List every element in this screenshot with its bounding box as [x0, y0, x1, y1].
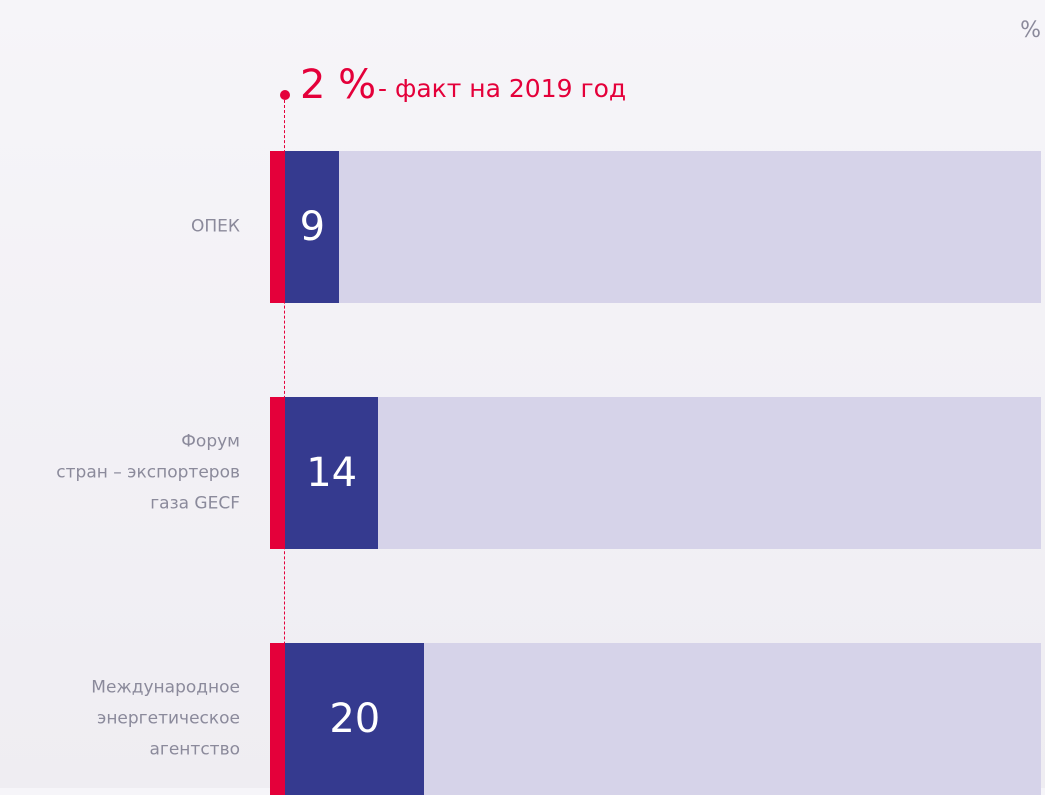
value-label: 20 — [329, 696, 381, 742]
bar-track — [270, 151, 1041, 303]
marker-dot — [280, 90, 291, 100]
marker-segment — [270, 151, 286, 303]
marker-label: 2 % — [300, 62, 377, 108]
bar — [270, 397, 378, 549]
marker-line — [284, 95, 286, 795]
category-label: Форум стран – экспортеров газа GECF — [56, 431, 240, 514]
category-label: ОПЕК — [191, 216, 240, 237]
category-label: Международное энергетическое агентство — [91, 677, 240, 760]
bar — [270, 643, 425, 795]
marker-segment — [270, 397, 286, 549]
marker-text: - факт на 2019 год — [378, 74, 627, 103]
unit-label: % — [1020, 18, 1041, 43]
value-label: 9 — [299, 204, 326, 250]
value-label: 14 — [306, 450, 358, 496]
marker-segment — [270, 643, 286, 795]
bar-track — [270, 397, 1041, 549]
